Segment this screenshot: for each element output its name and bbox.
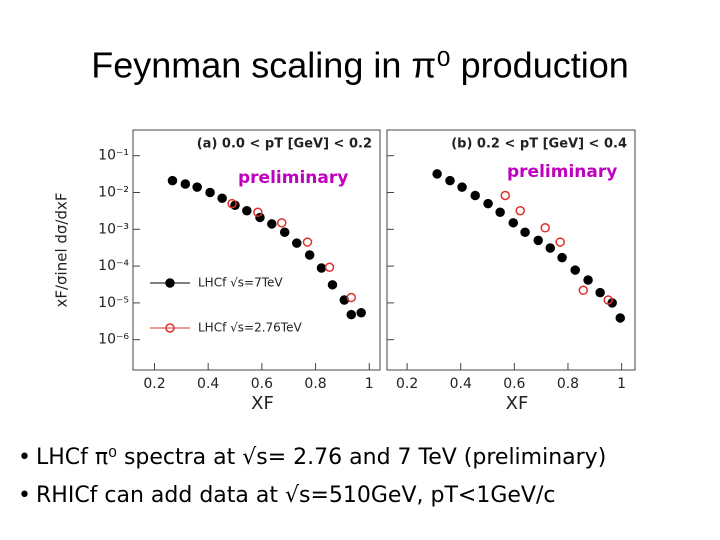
data-point (327, 280, 338, 290)
x-tick-label: 0.4 (450, 376, 472, 392)
data-point (180, 179, 191, 189)
data-point (583, 275, 593, 285)
plot-frame (386, 129, 636, 371)
y-axis-label: xF/σinel dσ/dxF (53, 192, 71, 307)
x-axis-label: XF (251, 393, 274, 414)
data-point (520, 227, 530, 238)
data-point (603, 295, 613, 305)
data-point (570, 265, 580, 275)
data-point (346, 309, 357, 320)
data-point (533, 235, 543, 246)
bullet-marker: • (18, 445, 31, 470)
x-tick-label: 0.6 (251, 376, 273, 392)
x-tick-label: 0.8 (304, 376, 326, 392)
data-point (267, 219, 277, 229)
legend-label: LHCf √s=2.76TeV (198, 321, 302, 335)
y-tick-label: 10⁻² (98, 185, 129, 201)
data-point (255, 212, 265, 223)
data-point (578, 285, 589, 296)
data-point (205, 187, 215, 198)
x-tick-label: 0.2 (396, 376, 418, 392)
panel-title: (a) 0.0 < pT [GeV] < 0.2 (197, 137, 372, 152)
data-point (470, 190, 480, 201)
data-point (324, 262, 335, 273)
data-point (242, 205, 252, 216)
bullet-marker: • (18, 483, 31, 508)
data-point (217, 193, 227, 203)
data-point (302, 237, 313, 247)
y-tick-label: 10⁻⁴ (98, 258, 129, 274)
y-tick-label: 10⁻¹ (98, 148, 129, 164)
data-point (227, 198, 237, 209)
legend-marker (165, 323, 175, 333)
data-point (279, 227, 290, 238)
bullet: LHCf π⁰ spectra at √s= 2.76 and 7 TeV (p… (36, 445, 606, 470)
data-point (515, 205, 525, 216)
legend-marker (165, 278, 175, 288)
legend-label: LHCf √s=7TeV (198, 276, 283, 290)
bullet: RHICf can add data at √s=510GeV, pT<1GeV… (36, 483, 555, 508)
data-point (253, 207, 263, 218)
data-point (500, 190, 510, 201)
panel-title: (b) 0.2 < pT [GeV] < 0.4 (451, 137, 627, 152)
data-point (432, 169, 442, 179)
annotation: preliminary (507, 162, 617, 182)
slide-title: Feynman scaling in π⁰ production (91, 45, 629, 86)
y-tick-label: 10⁻⁶ (98, 332, 129, 348)
data-point (595, 287, 605, 298)
data-point (483, 198, 493, 209)
data-point (192, 182, 202, 192)
data-point (276, 218, 287, 228)
data-point (557, 252, 567, 263)
data-point (508, 218, 519, 228)
data-point (356, 307, 366, 318)
data-point (457, 182, 467, 192)
data-point (304, 250, 315, 260)
data-point (316, 263, 327, 273)
x-tick-label: 0.8 (557, 376, 579, 392)
data-point (495, 207, 505, 218)
x-tick-label: 0.2 (143, 376, 165, 392)
chart-area (128, 125, 640, 417)
x-tick-label: 1 (365, 376, 374, 392)
x-tick-label: 1 (617, 376, 626, 392)
data-point (545, 243, 556, 253)
x-axis-label: XF (506, 393, 529, 414)
data-point (167, 175, 178, 186)
data-point (540, 223, 550, 233)
x-tick-label: 0.6 (503, 376, 525, 392)
data-point (555, 237, 565, 247)
annotation: preliminary (238, 168, 348, 188)
data-point (615, 313, 626, 323)
plot-frame (132, 129, 381, 371)
y-tick-label: 10⁻⁵ (98, 295, 129, 311)
data-point (292, 238, 302, 248)
data-point (445, 175, 455, 186)
data-point (346, 292, 357, 303)
x-tick-label: 0.4 (197, 376, 219, 392)
y-tick-label: 10⁻³ (98, 221, 129, 237)
